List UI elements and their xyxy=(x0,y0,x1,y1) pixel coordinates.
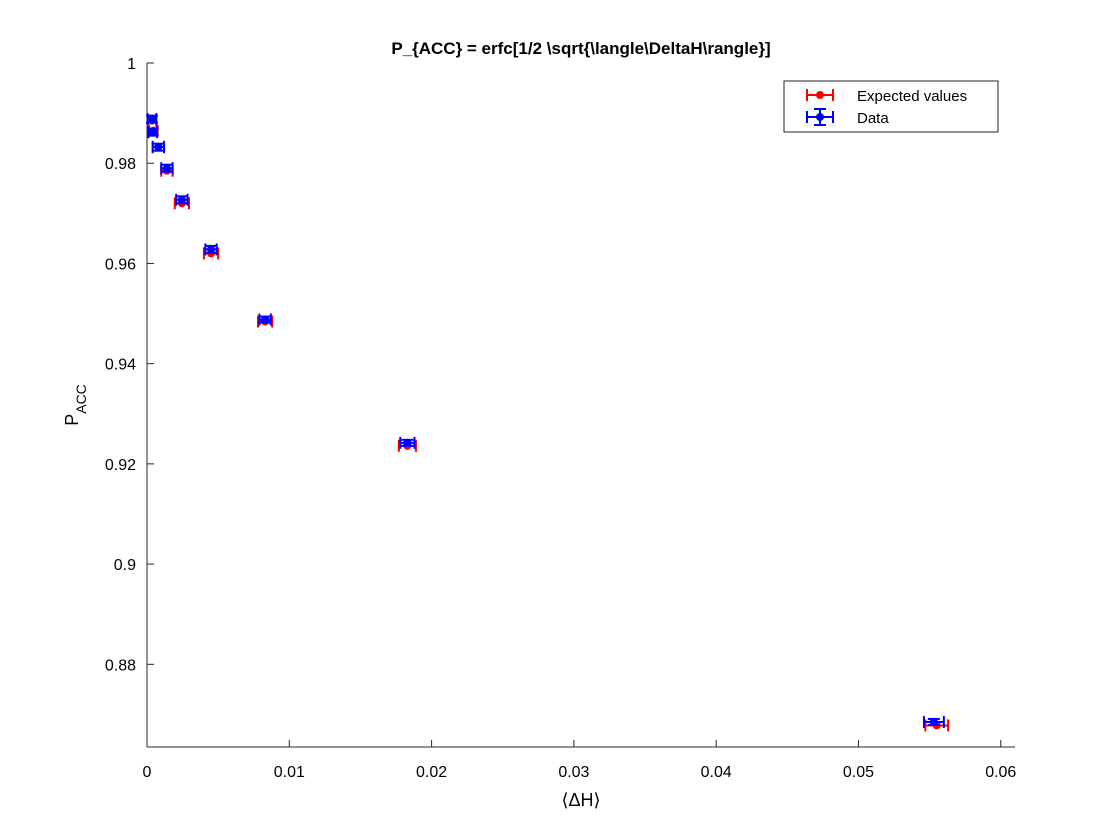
data-point xyxy=(160,162,174,175)
point-marker xyxy=(177,195,186,204)
axes xyxy=(146,63,1015,748)
data-point xyxy=(151,141,166,154)
y-ticks: 0.88 0.9 0.92 0.94 0.96 0.98 1 xyxy=(105,56,154,674)
legend-marker-expected xyxy=(806,89,834,101)
y-tick-label: 1 xyxy=(127,56,136,73)
x-tick-label: 0.05 xyxy=(843,764,874,781)
point-marker xyxy=(154,143,163,152)
data-point xyxy=(922,715,945,728)
x-tick-label: 0.01 xyxy=(274,764,305,781)
legend-label-expected: Expected values xyxy=(857,88,967,105)
legend-point-marker xyxy=(816,91,824,99)
svg-text:PACC: PACC xyxy=(62,384,89,426)
legend-marker-data xyxy=(806,108,834,126)
data-point xyxy=(146,126,159,139)
data-point xyxy=(145,113,158,126)
y-axis-label-main: P xyxy=(62,414,82,426)
y-tick-label: 0.92 xyxy=(105,457,136,474)
y-tick-label: 0.94 xyxy=(105,357,136,374)
x-tick-label: 0.04 xyxy=(701,764,732,781)
y-tick-label: 0.98 xyxy=(105,156,136,173)
y-tick-label: 0.88 xyxy=(105,657,136,674)
x-tick-label: 0.03 xyxy=(558,764,589,781)
data-point xyxy=(258,313,272,326)
legend-entry-data: Data xyxy=(806,108,889,127)
point-marker xyxy=(147,115,156,124)
x-ticks: 0 0.01 0.02 0.03 0.04 0.05 0.06 xyxy=(143,740,1016,781)
x-tick-label: 0 xyxy=(143,764,152,781)
data-point xyxy=(204,243,218,256)
point-marker xyxy=(929,717,938,726)
x-axis-label: ⟨ΔH⟩ xyxy=(561,790,600,810)
legend-point-marker xyxy=(816,113,824,121)
y-axis-label: PACC xyxy=(62,384,89,426)
series-layer xyxy=(145,113,950,732)
y-tick-label: 0.96 xyxy=(105,256,136,273)
legend[interactable]: Expected values Data xyxy=(783,80,999,133)
y-tick-label: 0.9 xyxy=(114,557,136,574)
series-data xyxy=(145,113,945,728)
point-marker xyxy=(148,128,157,137)
data-point xyxy=(399,436,416,449)
x-tick-label: 0.02 xyxy=(416,764,447,781)
point-marker xyxy=(207,245,216,254)
x-tick-label: 0.06 xyxy=(985,764,1016,781)
y-axis-label-subscript: ACC xyxy=(73,384,89,414)
data-point xyxy=(175,193,189,206)
point-marker xyxy=(261,315,270,324)
point-marker xyxy=(162,164,171,173)
legend-label-data: Data xyxy=(857,110,889,127)
legend-entry-expected: Expected values xyxy=(806,88,967,105)
chart-title: P_{ACC} = erfc[1/2 \sqrt{\langle\DeltaH\… xyxy=(391,39,770,58)
point-marker xyxy=(403,438,412,447)
